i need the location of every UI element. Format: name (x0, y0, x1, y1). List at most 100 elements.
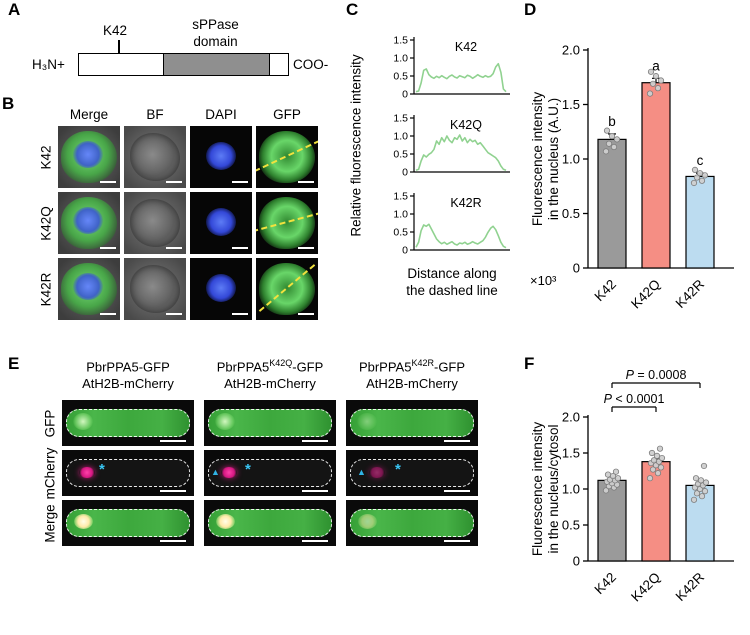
svg-text:1.0: 1.0 (562, 482, 580, 497)
micrograph-e-gfp-col2 (204, 400, 336, 446)
svg-text:0: 0 (573, 261, 580, 276)
scale-bar (160, 489, 186, 492)
svg-text:P < 0.0001: P < 0.0001 (604, 392, 665, 406)
dapi-nucleus (206, 208, 236, 236)
svg-text:K42Q: K42Q (628, 570, 663, 605)
gfp-cell-body (259, 197, 315, 249)
panel-f-bar-chart: 0 0.5 1.0 1.5 2.0 K42 K42Q K42R P < 0.0001 P = 0.… (530, 368, 734, 605)
pollen-tube-outline: * (66, 459, 190, 487)
svg-text:P = 0.0008: P = 0.0008 (626, 368, 687, 382)
svg-text:K42R: K42R (450, 196, 481, 210)
pollen-tube-outline (208, 509, 332, 537)
svg-text:1.5: 1.5 (393, 191, 408, 203)
micrograph-b-k42-merge (58, 126, 120, 188)
arrowhead-marker: ▲ (211, 467, 220, 477)
e-column-header-3: PbrPPA5K42R-GFP AtH2B-mCherry (358, 358, 466, 392)
c-terminus-label: COO- (293, 57, 329, 72)
svg-text:1.5: 1.5 (562, 446, 580, 461)
scale-bar (232, 312, 248, 315)
panel-b-label: B (2, 94, 15, 113)
mcherry-nucleus-signal (369, 467, 385, 478)
svg-text:2.0: 2.0 (562, 43, 580, 58)
micrograph-e-gfp-col1 (62, 400, 194, 446)
panel-c-plot-k42: 0 0.5 1.0 1.5 K42 (393, 35, 510, 99)
svg-text:K42R: K42R (673, 276, 708, 311)
svg-text:0.5: 0.5 (562, 206, 580, 221)
dapi-nucleus (73, 273, 103, 300)
panel-d-label: D (524, 0, 537, 19)
b-row-label-k42: K42 (38, 145, 54, 170)
scale-bar (166, 246, 182, 249)
svg-text:0.5: 0.5 (562, 518, 580, 533)
svg-text:K42Q: K42Q (450, 118, 482, 132)
micrograph-b-k42q-bf (124, 192, 186, 254)
svg-text:2.0: 2.0 (562, 410, 580, 425)
svg-text:a: a (652, 58, 660, 73)
svg-text:Fluorescence intensity: Fluorescence intensity (530, 422, 545, 557)
gfp-nucleus-glow (357, 413, 377, 430)
gfp-nucleus-glow (215, 413, 235, 430)
b-column-header-dapi: DAPI (205, 107, 237, 122)
micrograph-b-k42r-merge (58, 258, 120, 320)
scale-bar (298, 312, 314, 315)
svg-text:c: c (697, 153, 704, 168)
panel-e-label: E (8, 354, 20, 373)
micrograph-e-mcherry-col3: ▲ * (346, 450, 478, 496)
svg-text:K42R: K42R (673, 569, 708, 604)
panel-c-xlabel: Distance along the dashed line (406, 266, 498, 298)
panel-c-label: C (346, 0, 359, 19)
svg-text:0: 0 (402, 89, 408, 99)
panel-a-label: A (8, 0, 21, 19)
svg-text:K42: K42 (592, 570, 620, 598)
b-column-header-merge: Merge (69, 107, 109, 122)
gfp-cell-body (259, 131, 315, 183)
micrograph-e-mcherry-col1: * (62, 450, 194, 496)
scale-bar (302, 489, 328, 492)
micrograph-b-k42r-dapi (190, 258, 252, 320)
micrograph-b-k42r-bf (124, 258, 186, 320)
scale-bar (444, 539, 470, 542)
b-row-label-k42r: K42R (38, 272, 54, 307)
panel-c-plot-k42r: 0 0.5 1.0 1.5 K42R (393, 191, 510, 255)
scale-bar (298, 246, 314, 249)
svg-text:1.0: 1.0 (562, 152, 580, 167)
pollen-tube-outline (66, 409, 190, 437)
svg-text:0: 0 (402, 245, 408, 255)
svg-text:0.5: 0.5 (393, 71, 408, 83)
dapi-nucleus (73, 207, 103, 234)
svg-text:K42: K42 (455, 40, 477, 54)
svg-text:1.0: 1.0 (393, 209, 408, 221)
svg-text:1.0: 1.0 (393, 131, 408, 143)
panel-d-bar-chart: 0 0.5 1.0 1.5 2.0 b K42 a K42Q c K42R Fluorescence … (530, 43, 734, 312)
gfp-cell-body (259, 263, 315, 315)
e-row-label-merge: Merge (42, 504, 58, 543)
b-column-header-bf: BF (146, 107, 164, 122)
sppase-domain-segment (163, 54, 270, 75)
mcherry-nucleus-signal (79, 467, 95, 478)
micrograph-b-k42-gfp (256, 126, 318, 188)
scale-bar (160, 539, 186, 542)
svg-text:0.5: 0.5 (393, 149, 408, 161)
svg-text:0: 0 (402, 167, 408, 177)
brightfield-cell-body (130, 199, 180, 247)
arrowhead-marker: ▲ (357, 467, 366, 477)
svg-text:1.5: 1.5 (562, 97, 580, 112)
svg-text:in the nucleus/cytosol: in the nucleus/cytosol (546, 424, 561, 553)
nucleus-overlap-spot (216, 514, 235, 529)
panel-c-plot-k42q: 0 0.5 1.0 1.5 K42Q (393, 113, 510, 177)
brightfield-cell-body (130, 265, 180, 313)
pollen-tube-outline (66, 509, 190, 537)
protein-bar (78, 53, 289, 76)
svg-text:in the nucleus (A.U.): in the nucleus (A.U.) (546, 98, 561, 220)
n-terminus-label: H₃N+ (32, 57, 65, 72)
micrograph-e-mcherry-col2: ▲ * (204, 450, 336, 496)
b-row-label-k42q: K42Q (38, 206, 54, 241)
asterisk-marker: * (395, 461, 401, 478)
dapi-nucleus (73, 141, 103, 168)
k42-residue-label: K42 (103, 23, 128, 38)
panel-c-ylabel: Relative fluorescence intensity (348, 54, 364, 237)
svg-text:1.5: 1.5 (393, 113, 408, 125)
svg-text:K42Q: K42Q (628, 277, 663, 312)
scale-bar (232, 180, 248, 183)
